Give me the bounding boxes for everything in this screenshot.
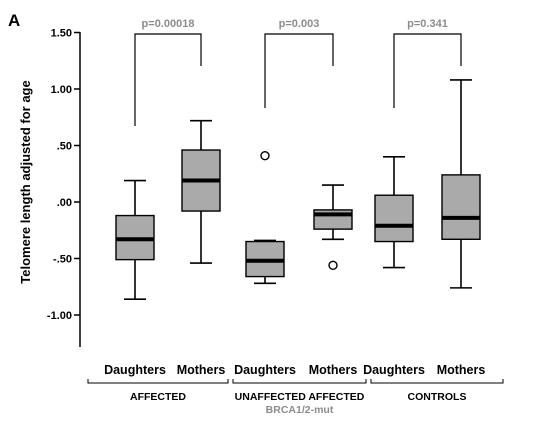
p-value-label: p=0.003 <box>279 18 320 30</box>
bracket-line <box>264 33 334 108</box>
box-daughters-2 <box>245 150 285 285</box>
iqr-box <box>441 174 481 240</box>
x-tick-label: Mothers <box>177 363 226 377</box>
group-label: UNAFFECTED AFFECTED <box>235 391 365 403</box>
box-mothers-1 <box>181 119 221 264</box>
box-mothers-3 <box>313 184 353 270</box>
x-tick-label: Daughters <box>363 363 425 377</box>
y-tick-label: .00 <box>57 197 72 209</box>
x-tick-label: Daughters <box>234 363 296 377</box>
p-value-label: p=0.00018 <box>142 18 195 30</box>
x-tick-label: Mothers <box>309 363 358 377</box>
y-tick-label: -1.00 <box>47 310 72 322</box>
y-tick-label: 1.50 <box>51 28 72 40</box>
p-value-label: p=0.341 <box>407 18 448 30</box>
group-label: AFFECTED <box>130 391 186 403</box>
group-label: CONTROLS <box>408 391 467 403</box>
outlier-point <box>328 260 338 270</box>
panel-label: A <box>8 11 20 30</box>
y-axis-label: Telomere length adjusted for age <box>18 80 33 283</box>
group-brace <box>370 379 504 384</box>
y-tick-label: 1.00 <box>51 84 72 96</box>
bracket-line <box>134 33 202 126</box>
group-brace <box>232 379 367 384</box>
iqr-box <box>374 194 414 243</box>
significance-bracket-1: p=0.003 <box>264 18 334 108</box>
box-mothers-5 <box>441 79 481 289</box>
significance-bracket-0: p=0.00018 <box>134 18 202 126</box>
y-tick-label: -.50 <box>53 254 72 266</box>
bracket-line <box>393 33 462 108</box>
y-tick-label: .50 <box>57 141 72 153</box>
x-tick-label: Daughters <box>104 363 166 377</box>
significance-bracket-2: p=0.341 <box>393 18 462 108</box>
x-tick-label: Mothers <box>437 363 486 377</box>
group-brace <box>87 379 229 384</box>
box-daughters-0 <box>115 179 155 300</box>
box-daughters-4 <box>374 156 414 269</box>
group-sublabel: BRCA1/2-mut <box>266 404 334 416</box>
outlier-point <box>260 150 270 161</box>
